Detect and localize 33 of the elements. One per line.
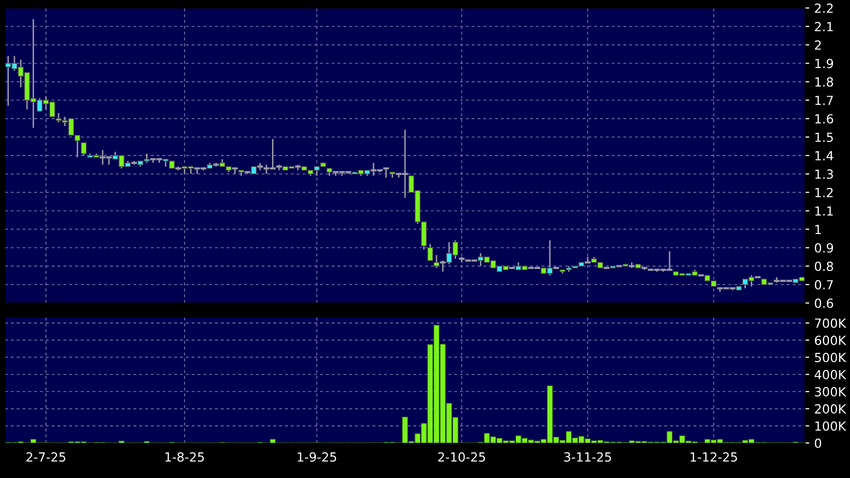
x-tick-label: 2-10-25 <box>438 452 485 462</box>
y-tick-label: 1.3 <box>815 169 833 179</box>
y-tick-label: 500K <box>814 352 846 362</box>
y-tick-label: 0.6 <box>814 298 834 308</box>
candlestick <box>427 243 434 262</box>
x-tick-label: 1-8-25 <box>165 452 204 462</box>
candlestick <box>80 142 87 156</box>
y-tick-label: 0.9 <box>814 243 834 253</box>
y-tick-label: 1 <box>815 224 821 234</box>
y-tick-label: 1.4 <box>815 151 834 160</box>
x-tick-label: 1-9-25 <box>298 452 336 462</box>
y-tick-label: 2.1 <box>814 22 833 32</box>
y-tick-label: 700K <box>815 318 846 328</box>
y-tick-label: 0 <box>814 438 822 448</box>
y-tick-label: 400K <box>814 370 846 380</box>
x-tick-label: 2-7-25 <box>26 452 66 462</box>
y-tick-label: 1.6 <box>815 114 834 124</box>
y-tick-label: 300K <box>814 387 846 396</box>
y-tick-label: 0.7 <box>814 280 833 290</box>
y-tick-label: 1.7 <box>815 96 833 105</box>
x-tick-label: 1-12-25 <box>690 452 737 462</box>
x-tick-label: 3-11-25 <box>564 452 611 462</box>
y-tick-label: 2.2 <box>814 3 833 13</box>
y-tick-label: 1.1 <box>815 206 833 216</box>
y-tick-label: 100K <box>815 421 846 431</box>
y-tick-label: 1.5 <box>815 132 833 142</box>
y-tick-label: 2 <box>814 40 821 50</box>
y-tick-label: 600K <box>814 336 846 346</box>
y-tick-label: 0.8 <box>814 262 834 272</box>
y-tick-label: 1.2 <box>815 188 833 198</box>
y-tick-label: 1.8 <box>815 77 834 87</box>
y-tick-label: 1.9 <box>815 58 834 68</box>
y-tick-label: 200K <box>814 404 846 414</box>
